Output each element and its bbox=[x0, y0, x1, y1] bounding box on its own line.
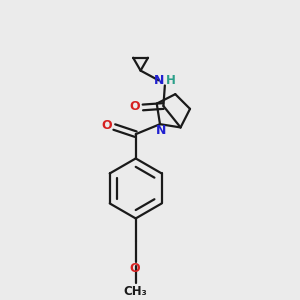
Text: O: O bbox=[130, 262, 140, 275]
Text: H: H bbox=[166, 74, 176, 87]
Text: CH₃: CH₃ bbox=[124, 285, 148, 298]
Text: O: O bbox=[101, 119, 112, 132]
Text: N: N bbox=[153, 74, 164, 87]
Text: O: O bbox=[130, 100, 140, 113]
Text: N: N bbox=[156, 124, 167, 137]
